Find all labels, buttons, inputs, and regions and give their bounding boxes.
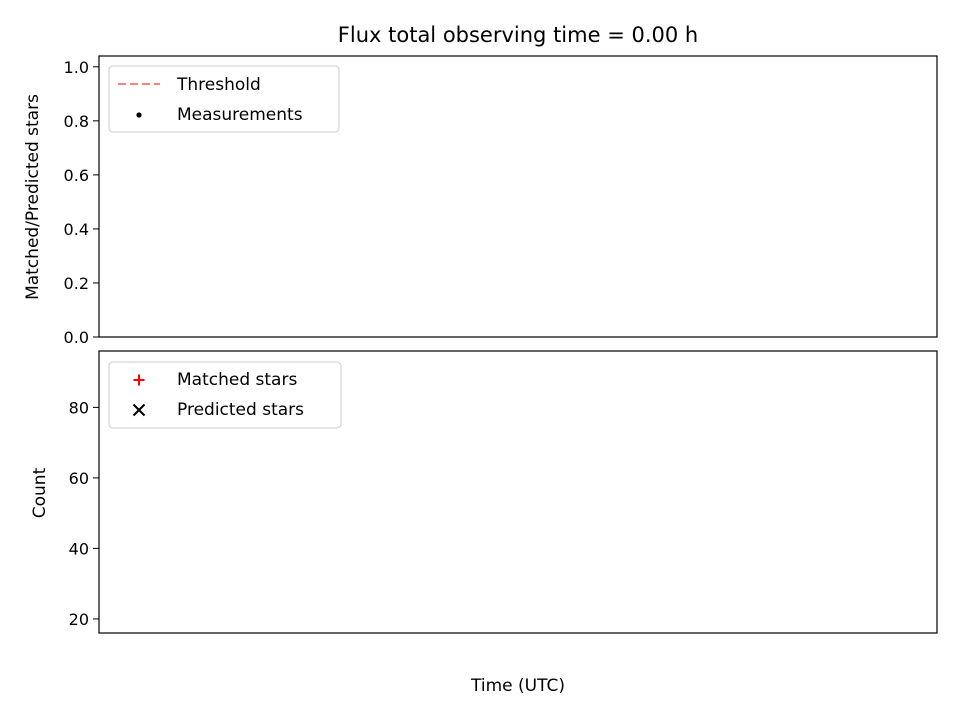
bottom-legend: Matched stars Predicted stars bbox=[108, 361, 342, 429]
legend-predicted-swatch bbox=[132, 403, 146, 417]
y-tick-label: 0.4 bbox=[64, 220, 89, 239]
cross-b bbox=[132, 403, 146, 417]
top-legend-box bbox=[108, 65, 340, 133]
bottom-panel-frame bbox=[98, 350, 938, 634]
y-tick-label: 40 bbox=[69, 539, 89, 558]
y-tick-label: 0.8 bbox=[64, 112, 89, 131]
bottom-panel-ylabel: Count bbox=[30, 467, 50, 518]
top-panel-frame bbox=[98, 55, 938, 338]
top-panel: Flux total observing time = 0.00 h Match… bbox=[23, 23, 938, 347]
legend-matched-label: Matched stars bbox=[177, 370, 297, 390]
top-panel-y-ticks: 0.0 0.2 0.4 0.6 0.8 1.0 bbox=[64, 58, 99, 347]
y-tick-label: 0.0 bbox=[64, 328, 89, 347]
y-tick-label: 1.0 bbox=[64, 58, 89, 77]
bottom-legend-box bbox=[108, 361, 342, 429]
y-tick-label: 80 bbox=[69, 398, 89, 417]
bottom-panel-y-ticks: 20 40 60 80 bbox=[69, 398, 99, 629]
legend-plus bbox=[133, 374, 145, 386]
legend-cross bbox=[132, 403, 146, 417]
legend-predicted-label: Predicted stars bbox=[177, 400, 304, 420]
top-panel-ylabel: Matched/Predicted stars bbox=[23, 94, 43, 300]
x-axis-label: Time (UTC) bbox=[470, 676, 565, 696]
legend-measurements-swatch bbox=[136, 112, 142, 118]
legend-threshold-label: Threshold bbox=[176, 75, 261, 95]
legend-measurements-label: Measurements bbox=[177, 105, 303, 125]
y-tick-label: 20 bbox=[69, 610, 89, 629]
top-panel-title: Flux total observing time = 0.00 h bbox=[338, 23, 698, 47]
y-tick-label: 0.2 bbox=[64, 274, 89, 293]
legend-matched-swatch bbox=[133, 374, 145, 386]
y-tick-label: 60 bbox=[69, 469, 89, 488]
y-tick-label: 0.6 bbox=[64, 166, 89, 185]
top-legend: Threshold Measurements bbox=[108, 65, 340, 133]
